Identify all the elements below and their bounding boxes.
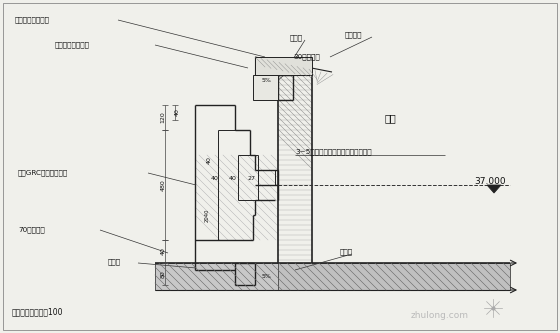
- Text: 成品GRC外墙装饰檐线: 成品GRC外墙装饰檐线: [18, 170, 68, 176]
- Polygon shape: [487, 185, 501, 193]
- Text: 滴水线: 滴水线: [108, 259, 121, 265]
- Polygon shape: [278, 263, 510, 290]
- Text: 5%: 5%: [262, 274, 272, 279]
- Polygon shape: [255, 57, 312, 75]
- Polygon shape: [155, 263, 312, 290]
- Text: 27: 27: [248, 175, 256, 180]
- Text: 37.000: 37.000: [474, 177, 506, 186]
- Text: 120: 120: [161, 112, 166, 123]
- Text: 餐厅: 餐厅: [384, 113, 396, 123]
- Text: 3~5厚抹平面层砂浆复合玻纤网格布: 3~5厚抹平面层砂浆复合玻纤网格布: [295, 149, 372, 155]
- Text: 480: 480: [161, 179, 166, 191]
- Text: 80: 80: [161, 270, 166, 278]
- Text: 面砖窗台: 面砖窗台: [345, 32, 362, 38]
- Text: 窗附框: 窗附框: [340, 249, 353, 255]
- Text: 70厚岩棉板: 70厚岩棉板: [18, 227, 45, 233]
- Text: 5%: 5%: [262, 78, 272, 83]
- Text: 窗附框: 窗附框: [290, 35, 303, 41]
- Text: 30厚聚苯板: 30厚聚苯板: [293, 54, 320, 60]
- Text: 附加网格布转角各100: 附加网格布转角各100: [12, 307, 63, 316]
- Text: zhulong.com: zhulong.com: [411, 310, 469, 319]
- Text: 岩棉板专用锚固件: 岩棉板专用锚固件: [15, 17, 50, 23]
- Text: 40: 40: [211, 175, 219, 180]
- Text: 装饰檐线轻钢支架: 装饰檐线轻钢支架: [55, 42, 90, 48]
- Text: 40: 40: [175, 109, 180, 117]
- Text: 40: 40: [229, 175, 237, 180]
- Text: 40: 40: [161, 247, 166, 255]
- Polygon shape: [253, 75, 278, 100]
- Text: 2040: 2040: [204, 208, 209, 222]
- Text: 40: 40: [207, 156, 212, 164]
